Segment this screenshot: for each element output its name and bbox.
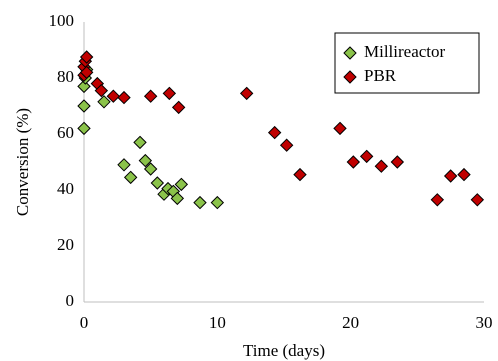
legend-markers xyxy=(343,46,357,84)
data-point-millireactor xyxy=(174,177,189,192)
data-point-pbr xyxy=(374,159,389,173)
data-point-pbr xyxy=(117,90,131,105)
y-tick-label: 80 xyxy=(57,67,74,86)
data-point-pbr xyxy=(279,138,294,152)
y-tick-label: 100 xyxy=(49,11,75,30)
data-point-millireactor xyxy=(170,191,185,206)
data-point-millireactor xyxy=(77,121,91,136)
data-point-pbr xyxy=(390,155,405,169)
data-point-millireactor xyxy=(133,135,147,150)
data-point-pbr xyxy=(359,149,374,164)
legend-label-pbr: PBR xyxy=(364,66,397,85)
data-point-pbr xyxy=(293,167,307,182)
x-tick-label: 30 xyxy=(476,313,493,332)
legend: Millireactor PBR xyxy=(334,32,480,94)
x-tick-label: 20 xyxy=(342,313,359,332)
y-tick-labels: 0 20 40 60 80 100 xyxy=(49,11,75,310)
x-tick-label: 10 xyxy=(209,313,226,332)
x-tick-labels: 0 10 20 30 xyxy=(80,313,493,332)
y-axis-title: Conversion (%) xyxy=(13,108,32,216)
data-point-pbr xyxy=(106,89,121,103)
data-point-pbr xyxy=(346,155,361,169)
y-tick-label: 40 xyxy=(57,179,74,198)
data-points xyxy=(77,50,485,210)
legend-marker-pbr xyxy=(343,70,357,84)
data-point-millireactor xyxy=(77,79,91,94)
x-tick-label: 0 xyxy=(80,313,89,332)
data-point-millireactor xyxy=(138,153,153,168)
data-point-pbr xyxy=(443,169,458,183)
data-point-millireactor xyxy=(210,195,225,210)
data-point-millireactor xyxy=(97,95,111,109)
legend-box xyxy=(334,32,480,94)
y-tick-label: 0 xyxy=(66,291,75,310)
data-point-pbr xyxy=(239,86,254,101)
x-axis-title: Time (days) xyxy=(243,341,325,360)
data-point-pbr xyxy=(143,89,158,103)
y-tick-label: 60 xyxy=(57,123,74,142)
data-point-pbr xyxy=(457,167,471,182)
data-point-millireactor xyxy=(77,99,91,113)
data-point-pbr xyxy=(430,193,445,207)
data-point-pbr xyxy=(79,50,94,64)
data-point-millireactor xyxy=(193,195,207,210)
data-point-pbr xyxy=(79,65,94,80)
data-point-millireactor xyxy=(123,170,138,185)
data-point-pbr xyxy=(94,83,109,98)
data-point-pbr xyxy=(171,100,186,115)
data-point-pbr xyxy=(470,193,485,207)
y-tick-label: 20 xyxy=(57,235,74,254)
data-point-millireactor xyxy=(143,162,158,176)
legend-marker-millireactor xyxy=(343,46,357,60)
data-point-millireactor xyxy=(117,158,131,172)
legend-label-millireactor: Millireactor xyxy=(364,42,446,61)
data-point-pbr xyxy=(333,121,347,136)
data-point-pbr xyxy=(162,86,177,101)
data-point-pbr xyxy=(267,125,282,140)
data-point-millireactor xyxy=(150,176,165,190)
